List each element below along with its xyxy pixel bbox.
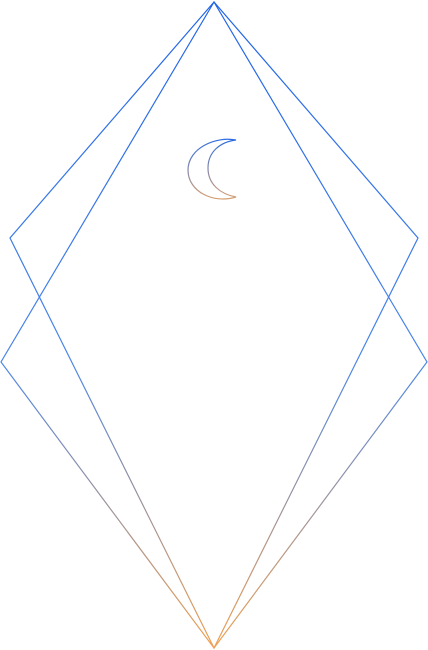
crescent-moon-icon: [188, 139, 236, 199]
diamond-outline-upper: [10, 2, 418, 648]
